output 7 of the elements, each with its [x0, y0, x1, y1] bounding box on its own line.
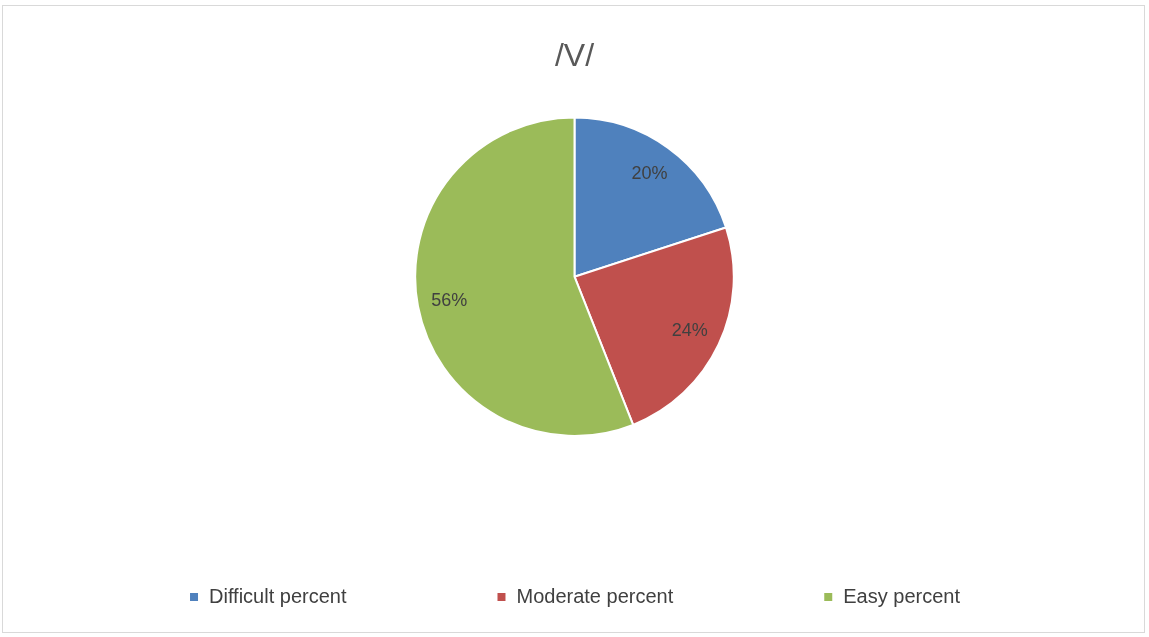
legend-label: Moderate percent	[516, 584, 674, 607]
data-label: 24%	[671, 319, 708, 340]
data-label: 20%	[631, 162, 668, 183]
data-label: 56%	[431, 289, 468, 310]
legend-label: Easy percent	[843, 584, 961, 607]
legend-label: Difficult percent	[209, 584, 347, 607]
chart-title: /V/	[554, 37, 595, 74]
